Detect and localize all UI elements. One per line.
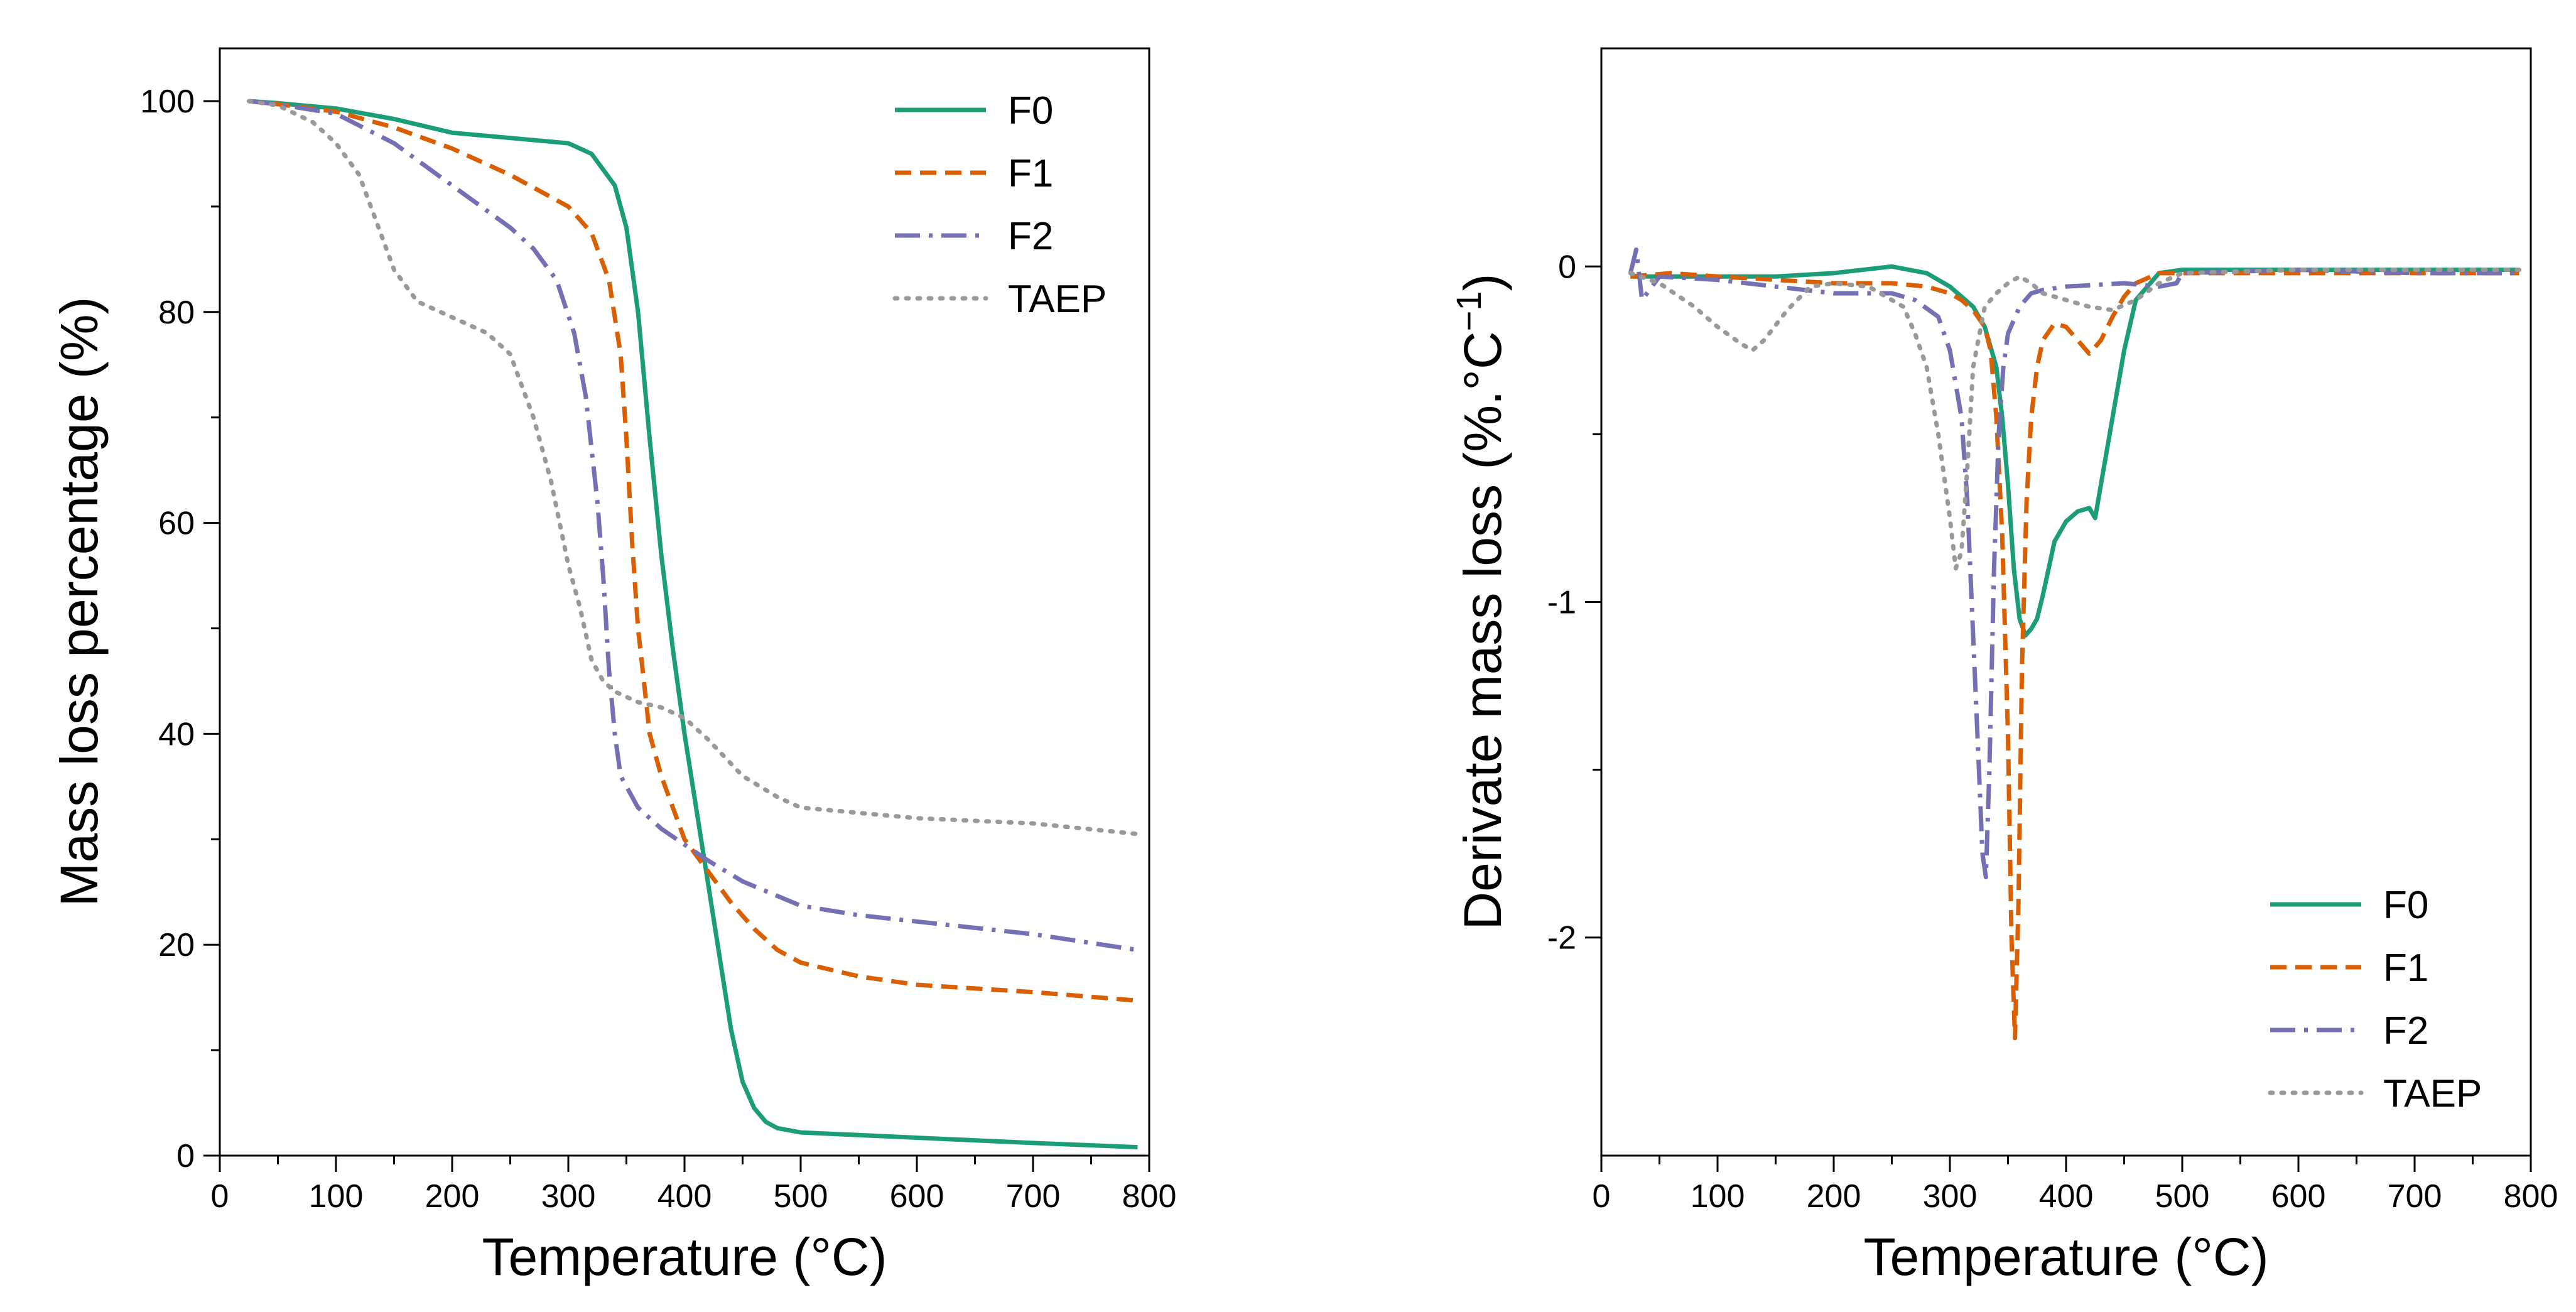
x-axis-left: 0 100 200 300 400 500 600 700 800 [211,1156,1177,1215]
x-axis-right: 0 100 200 300 400 500 600 700 800 [1593,1156,2558,1215]
y-tick-label: 60 [158,506,195,542]
y-tick-label: 0 [176,1138,195,1174]
y-axis-title-right-superscript: −1 [1449,291,1488,332]
series-line-f1 [1630,271,2519,1041]
x-tick-label: 200 [1807,1178,1861,1215]
x-tick-label: 800 [1122,1178,1177,1215]
y-axis-title-right-main: Derivate mass loss (%.°C [1453,331,1512,930]
x-tick-label: 500 [774,1178,828,1215]
legend-label-taep: TAEP [2383,1072,2482,1115]
y-tick-label: 80 [158,295,195,331]
chart-right-dtg: 0 100 200 300 400 500 600 700 800 0 -1 -2 F0 F1 F2 TA… [1449,47,2558,1286]
legend-right: F0 F1 F2 TAEP [2268,884,2482,1115]
series-line-f2 [1628,247,2519,880]
legend-label-taep: TAEP [1008,278,1107,321]
series-line-taep [246,99,1140,837]
legend-label-f1: F1 [2383,946,2428,990]
y-tick-label: -1 [1547,585,1576,621]
x-axis-title-right: Temperature (°C) [1863,1227,2268,1286]
x-tick-label: 100 [1691,1178,1745,1215]
x-tick-label: 0 [1593,1178,1611,1215]
chart-left-tga: 0 100 200 300 400 500 600 700 800 0 20 40 60 80 100 F… [50,47,1177,1286]
x-tick-label: 0 [211,1178,229,1215]
x-tick-label: 600 [890,1178,944,1215]
series-line-f2 [248,99,1139,953]
series-group-right [1628,247,2521,1041]
x-tick-label: 500 [2155,1178,2210,1215]
y-axis-left: 0 20 40 60 80 100 [140,84,220,1174]
series-group-left [246,99,1140,1150]
x-tick-label: 100 [309,1178,364,1215]
x-tick-label: 400 [2039,1178,2094,1215]
series-line-f0 [1630,264,2519,638]
series-line-taep [1628,268,2521,571]
y-axis-right: 0 -1 -2 [1547,249,1601,957]
legend-label-f2: F2 [1008,215,1053,258]
legend-label-f0: F0 [2383,884,2428,927]
legend-label-f2: F2 [2383,1009,2428,1053]
y-axis-title-right: Derivate mass loss (%.°C−1) [1449,274,1512,930]
legend-label-f1: F1 [1008,152,1053,195]
y-axis-title-right-close: ) [1453,274,1512,291]
x-tick-label: 700 [2388,1178,2442,1215]
legend-label-f0: F0 [1008,89,1053,133]
x-tick-label: 300 [1923,1178,1978,1215]
y-tick-label: -2 [1547,920,1576,957]
series-line-f0 [249,99,1138,1150]
y-tick-label: 100 [140,84,195,120]
y-tick-label: 40 [158,716,195,752]
series-line-f1 [248,99,1138,1003]
y-tick-label: 0 [1558,249,1576,285]
y-axis-title-left: Mass loss percentage (%) [50,296,109,906]
x-tick-label: 700 [1006,1178,1061,1215]
x-tick-label: 300 [541,1178,596,1215]
x-tick-label: 600 [2271,1178,2326,1215]
x-axis-title-left: Temperature (°C) [482,1227,887,1286]
x-tick-label: 200 [425,1178,480,1215]
legend-left: F0 F1 F2 TAEP [892,89,1107,321]
x-tick-label: 800 [2504,1178,2558,1215]
y-tick-label: 20 [158,927,195,963]
x-tick-label: 400 [658,1178,712,1215]
